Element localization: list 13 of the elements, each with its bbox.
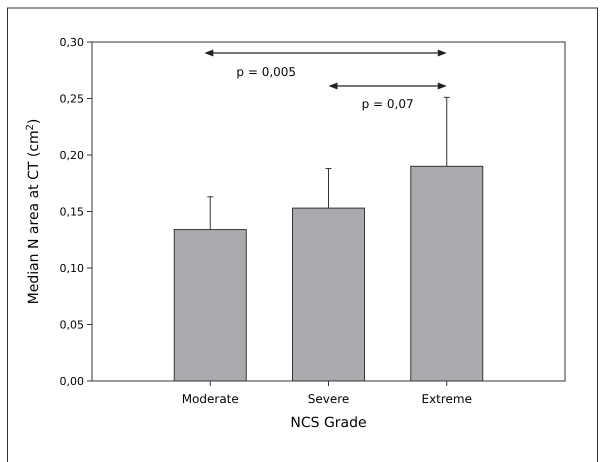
y-tick-label: 0,00 bbox=[60, 374, 84, 388]
y-tick-label: 0,15 bbox=[60, 205, 84, 218]
annotation: p = 0,005 bbox=[236, 65, 296, 79]
x-tick-label: Moderate bbox=[182, 392, 239, 406]
y-tick-label: 0,30 bbox=[60, 36, 84, 49]
x-axis-title: NCS Grade bbox=[290, 415, 367, 431]
y-tick-label: 0,10 bbox=[60, 262, 84, 275]
y-tick-label: 0,20 bbox=[60, 148, 84, 162]
x-tick-label: Severe bbox=[308, 392, 350, 406]
y-tick-label: 0,05 bbox=[60, 318, 84, 332]
x-tick-label: Extreme bbox=[421, 392, 472, 406]
annotation: p = 0,07 bbox=[362, 97, 414, 111]
y-tick-label: 0,25 bbox=[60, 92, 84, 106]
